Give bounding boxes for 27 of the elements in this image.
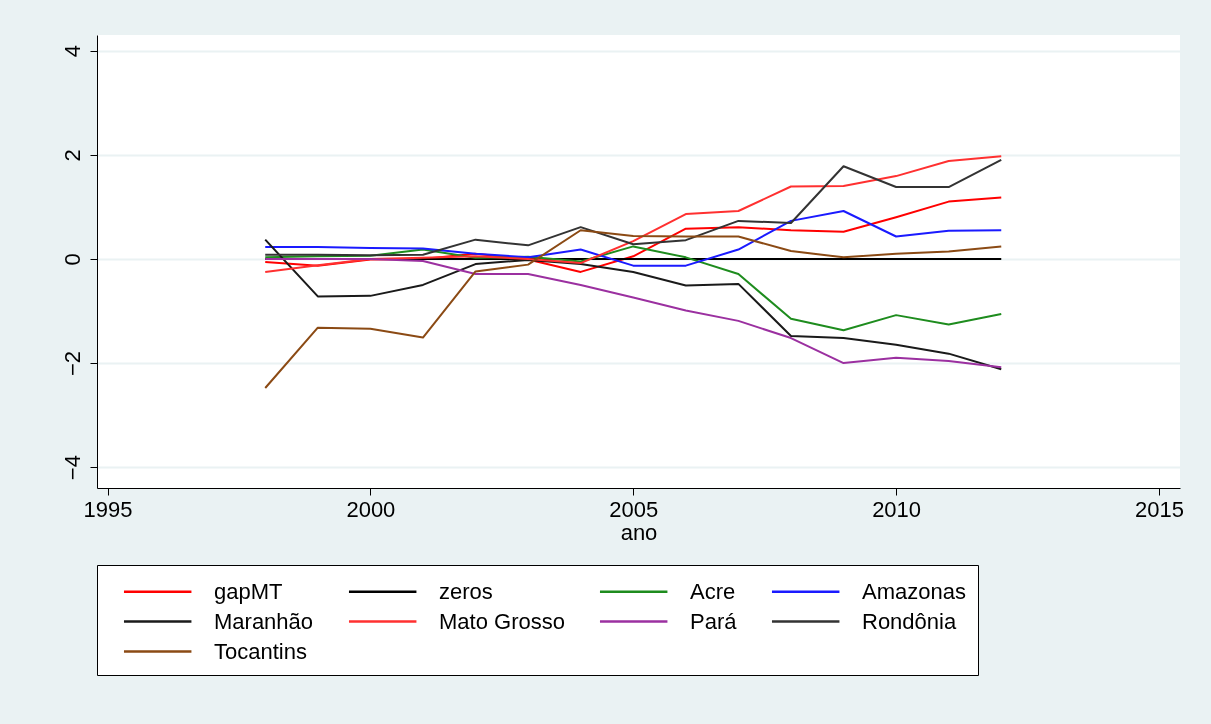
legend-label: Amazonas [862,578,966,604]
x-tick-label: 2005 [609,496,659,522]
y-tick-label: 0 [59,253,85,266]
y-tick-label: −4 [59,455,85,481]
line-series [264,158,1003,257]
legend-label: Acre [690,578,736,604]
legend-label: Tocantins [214,638,307,664]
line-series [264,257,1003,369]
line-series [264,238,1003,371]
line-series [264,229,1003,390]
line-series [264,245,1003,332]
legend-label: Pará [690,608,738,634]
line-series [264,209,1003,267]
legend-label: Rondônia [862,608,957,634]
y-tick-label: −2 [59,350,85,377]
x-tick-label: 2000 [346,496,396,522]
legend-label: gapMT [214,578,283,604]
legend-label: zeros [439,578,493,604]
x-tick-label: 2010 [872,496,922,522]
x-axis-title: ano [620,519,658,545]
legend-label: Mato Grosso [439,608,565,634]
y-tick-label: 4 [59,45,85,58]
x-tick-label: 1995 [83,496,133,522]
line-series [264,155,1003,273]
legend-label: Maranhão [214,608,314,634]
y-tick-label: 2 [59,149,85,162]
x-tick-label: 2015 [1134,496,1184,522]
